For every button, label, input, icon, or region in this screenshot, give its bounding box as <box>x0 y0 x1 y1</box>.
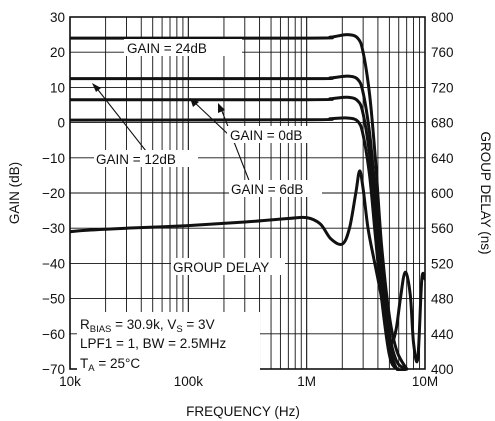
label-gain-0db: GAIN = 0dB <box>230 128 302 143</box>
y-tick-label: −20 <box>42 186 65 201</box>
x-tick-label: 10k <box>59 374 81 389</box>
y-tick-label: −60 <box>42 327 65 342</box>
y-tick-label: −10 <box>42 151 65 166</box>
label-gain-6db: GAIN = 6dB <box>231 182 303 197</box>
y2-tick-label: 440 <box>431 327 454 342</box>
condition-rbias-vs: RBIAS = 30.9k, VS = 3V <box>80 317 215 335</box>
series-line-gain-24db <box>70 33 409 371</box>
series-line-gain-0db <box>70 116 409 371</box>
y2-tick-label: 640 <box>431 151 454 166</box>
y-tick-label: 0 <box>57 116 65 131</box>
condition-ta: TA = 25°C <box>80 356 140 374</box>
y2-tick-label: 520 <box>431 256 454 271</box>
y2-tick-label: 560 <box>431 221 454 236</box>
y-tick-label: −70 <box>42 362 65 377</box>
y2-tick-label: 600 <box>431 186 454 201</box>
series-line-group-delay <box>70 169 425 364</box>
arrow-gain12 <box>94 85 147 152</box>
y2-axis-title: GROUP DELAY (ns) <box>478 131 493 254</box>
x-tick-label: 100k <box>174 374 204 389</box>
y2-tick-label: 400 <box>431 362 454 377</box>
y-tick-label: 20 <box>50 45 65 60</box>
tick-labels: 30 20 10 0 −10 −20 −30 −40 −50 −60 −70 800 760 720 680… <box>42 10 453 389</box>
arrow-gain0 <box>192 100 232 138</box>
y2-tick-label: 480 <box>431 292 454 307</box>
y-tick-label: 30 <box>50 10 65 25</box>
arrowhead-gain6-icon <box>218 103 225 113</box>
y-tick-label: −30 <box>42 221 65 236</box>
y-tick-label: −50 <box>42 292 65 307</box>
series-group <box>70 33 425 371</box>
annotations: GAIN = 24dB GAIN = 12dB GAIN = 0dB GAIN … <box>77 39 322 374</box>
condition-lpf-bw: LPF1 = 1, BW = 2.5MHz <box>80 336 227 351</box>
x-axis-title: FREQUENCY (Hz) <box>186 404 300 419</box>
arrowhead-gain12-icon <box>92 83 101 92</box>
arrowhead-gain0-icon <box>190 98 199 107</box>
series-line-gain-6db <box>70 95 409 371</box>
y2-tick-label: 680 <box>431 116 454 131</box>
y-tick-label: −40 <box>42 256 65 271</box>
label-gain-24db: GAIN = 24dB <box>127 41 207 56</box>
y2-tick-label: 720 <box>431 80 454 95</box>
y-axis-title: GAIN (dB) <box>7 162 22 224</box>
y2-tick-label: 800 <box>431 10 454 25</box>
label-group-delay: GROUP DELAY <box>173 260 269 275</box>
arrow-gain6 <box>219 105 251 184</box>
label-gain-12db: GAIN = 12dB <box>96 152 176 167</box>
y-tick-label: 10 <box>50 80 65 95</box>
y2-tick-label: 760 <box>431 45 454 60</box>
x-tick-label: 10M <box>412 374 438 389</box>
x-tick-label: 1M <box>297 374 316 389</box>
